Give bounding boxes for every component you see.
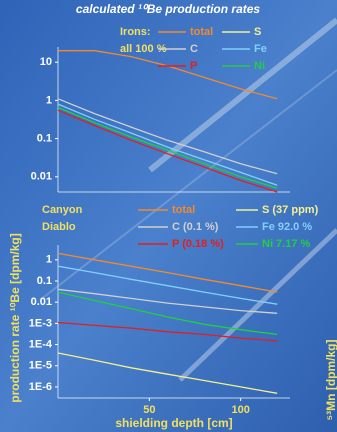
y-tick-label: 10 xyxy=(40,56,52,68)
side-label: ⁵³Mn [dpm/kg] xyxy=(324,340,337,421)
legend-label: C xyxy=(190,43,198,55)
legend-label: P (0.18 %) xyxy=(172,238,224,250)
legend-label: P xyxy=(190,60,197,72)
legend-label: Fe xyxy=(254,43,267,55)
legend-label: S xyxy=(254,26,261,38)
legend-label: S (37 ppm) xyxy=(262,204,319,216)
y-tick-label: 1 xyxy=(46,254,52,266)
y-axis-label: production rate ¹⁰Be [dpm/kg] xyxy=(8,233,22,402)
legend-label: total xyxy=(172,204,195,216)
legend-label: Ni xyxy=(254,60,265,72)
y-tick-label: 1E-3 xyxy=(29,317,52,329)
x-tick-label: 100 xyxy=(231,404,249,416)
legend-title: Canyon xyxy=(42,204,83,216)
slide: calculated ¹⁰Be production rates product… xyxy=(0,0,337,432)
legend-label: total xyxy=(190,26,213,38)
x-tick-label: 50 xyxy=(143,404,155,416)
y-tick-label: 1 xyxy=(46,94,52,106)
y-tick-label: 0.1 xyxy=(37,133,52,145)
legend-label: Ni 7.17 % xyxy=(262,238,311,250)
x-axis-label: shielding depth [cm] xyxy=(115,416,232,430)
y-tick-label: 1E-4 xyxy=(29,338,53,350)
chart-title: calculated ¹⁰Be production rates xyxy=(76,2,261,16)
y-tick-label: 0.01 xyxy=(31,171,52,183)
legend-title: Irons: xyxy=(120,26,151,38)
legend-title: Diablo xyxy=(42,221,76,233)
y-tick-label: 1E-5 xyxy=(29,360,52,372)
y-tick-label: 0.1 xyxy=(37,275,52,287)
y-tick-label: 0.01 xyxy=(31,296,52,308)
legend-label: Fe 92.0 % xyxy=(262,221,312,233)
y-tick-label: 1E-6 xyxy=(29,381,52,393)
legend-label: C (0.1 %) xyxy=(172,221,219,233)
